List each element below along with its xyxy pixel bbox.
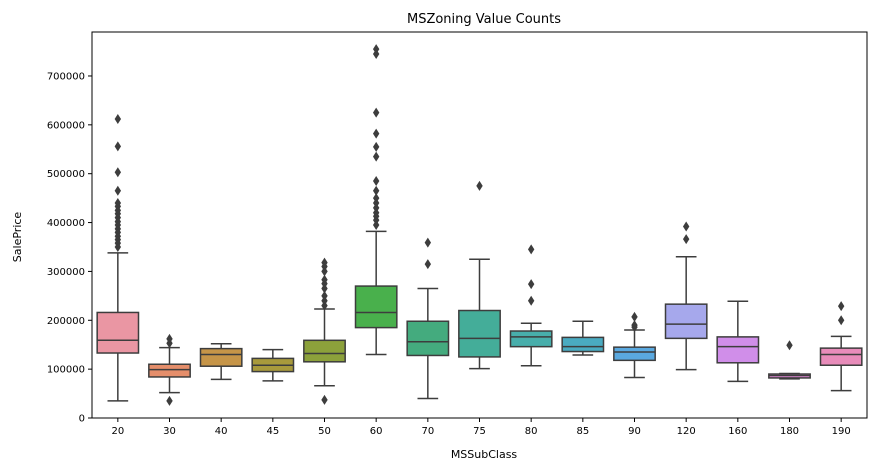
outlier-point [372, 193, 380, 204]
box-50 [303, 257, 346, 405]
box-85 [561, 320, 605, 356]
y-tick-label: 100000 [47, 365, 85, 376]
x-tick-label: 45 [266, 426, 279, 437]
outlier-point [372, 44, 380, 55]
x-tick-label: 85 [576, 426, 589, 437]
y-tick-label: 0 [79, 414, 85, 425]
x-tick-label: 75 [473, 426, 486, 437]
x-tick-label: 180 [780, 426, 799, 437]
outlier-point [476, 180, 483, 191]
box-iqr [664, 303, 708, 340]
outlier-point [372, 107, 380, 118]
box-190 [819, 301, 863, 392]
box-60 [354, 44, 398, 356]
x-tick-label: 20 [111, 426, 124, 437]
y-tick-label: 300000 [47, 267, 85, 278]
x-axis-label: MSSubClass [451, 448, 518, 461]
y-tick-label: 600000 [47, 120, 85, 131]
box-180 [768, 340, 811, 380]
x-axis-ticks: 20 30 40 45 50 60 70 75 80 85 90 120 160 180 190 [111, 418, 851, 437]
outlier-point [114, 141, 122, 152]
outlier-point [321, 257, 328, 268]
outlier-point [527, 279, 535, 290]
box-iqr [561, 336, 605, 353]
outlier-point [114, 185, 122, 196]
box-iqr [613, 346, 656, 362]
x-tick-label: 90 [628, 426, 641, 437]
box-90 [613, 311, 656, 379]
outlier-point [631, 311, 638, 322]
y-tick-label: 700000 [47, 71, 85, 82]
outlier-point [527, 295, 535, 306]
outlier-point [114, 198, 122, 209]
box-30 [148, 333, 191, 406]
outlier-point [372, 128, 380, 139]
box-iqr [199, 347, 243, 367]
box-iqr [406, 320, 450, 357]
box-20 [96, 113, 140, 402]
outlier-point [372, 176, 380, 187]
box-40 [199, 342, 243, 381]
x-tick-label: 50 [318, 426, 331, 437]
x-tick-label: 30 [163, 426, 176, 437]
outlier-point [837, 301, 845, 312]
outlier-point [372, 185, 380, 196]
x-tick-label: 40 [215, 426, 228, 437]
chart-title: MSZoning Value Counts [407, 12, 561, 27]
box-iqr [96, 311, 140, 354]
box-70 [406, 237, 450, 400]
x-tick-label: 60 [370, 426, 383, 437]
outlier-point [527, 244, 535, 255]
box-iqr [716, 336, 760, 364]
outlier-point [682, 221, 690, 232]
y-tick-label: 500000 [47, 169, 85, 180]
boxes [96, 44, 863, 406]
outlier-point [837, 315, 845, 326]
outlier-point [114, 167, 122, 178]
outlier-point [786, 340, 793, 351]
outlier-point [424, 259, 432, 270]
outlier-point [424, 237, 432, 248]
box-iqr [303, 339, 346, 363]
box-45 [251, 348, 295, 382]
outlier-point [166, 395, 173, 406]
outlier-point [114, 113, 122, 124]
y-axis-ticks: 0 100000 200000 300000 400000 500000 600000 700… [47, 71, 92, 425]
box-160 [716, 300, 760, 383]
y-tick-label: 400000 [47, 218, 85, 229]
y-axis-label: SalePrice [11, 212, 24, 263]
outlier-point [321, 394, 328, 405]
box-iqr [509, 330, 553, 348]
y-tick-label: 200000 [47, 316, 85, 327]
box-iqr [354, 285, 398, 329]
outlier-point [372, 141, 380, 152]
box-75 [458, 180, 501, 370]
box-iqr [458, 309, 501, 358]
outlier-point [321, 274, 328, 285]
outlier-point [631, 320, 638, 331]
box-iqr [819, 347, 863, 366]
x-tick-label: 70 [421, 426, 434, 437]
outlier-point [166, 333, 173, 344]
x-tick-label: 190 [832, 426, 851, 437]
x-tick-label: 160 [728, 426, 747, 437]
outlier-point [321, 290, 328, 301]
x-tick-label: 120 [677, 426, 696, 437]
outlier-point [682, 234, 690, 245]
outlier-point [372, 151, 380, 162]
box-80 [509, 244, 553, 367]
box-120 [664, 221, 708, 371]
x-tick-label: 80 [525, 426, 538, 437]
box-iqr [148, 363, 191, 378]
